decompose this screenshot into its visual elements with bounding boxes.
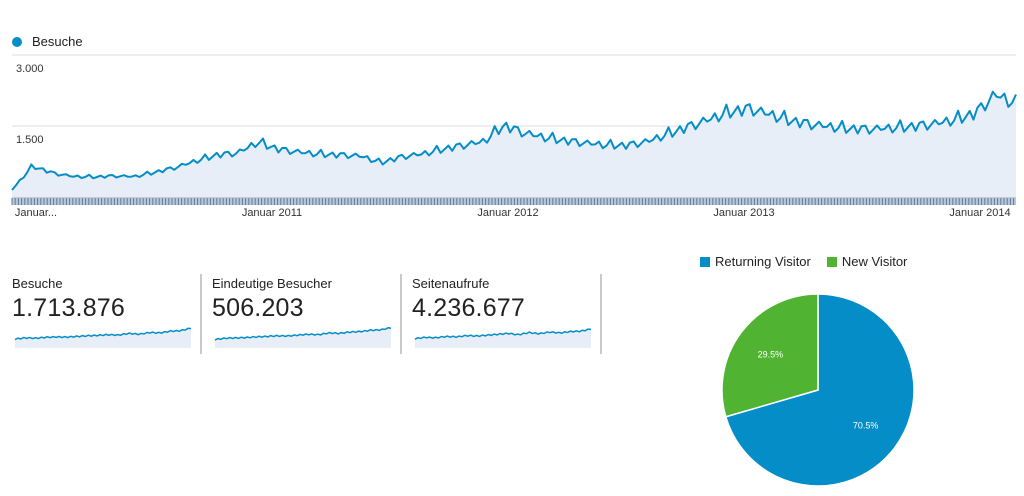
x-tick-label: Januar 2012 [477,207,538,219]
series-dot-icon [12,36,22,47]
metric-card-visits[interactable]: Besuche 1.713.876 [12,272,202,354]
metric-sparkline [14,327,192,348]
legend-swatch-icon [826,256,837,267]
x-tick-label: Januar 2011 [242,207,302,219]
pie-data-label: 70.5% [853,421,879,431]
main-chart-legend[interactable]: Besuche [12,34,83,49]
series-area-fill [12,91,1016,197]
sparkline-line [214,326,392,341]
metric-label: Seitenaufrufe [412,276,490,291]
metric-value: 4.236.677 [412,294,526,322]
sparkline-line [14,327,192,341]
metric-sparkline [214,326,392,348]
pie-legend: Returning Visitor New Visitor [700,254,923,269]
visitor-type-pie-chart[interactable]: 70.5% 29.5% [712,284,924,496]
x-tick-label: Januar 2014 [949,207,1010,219]
y-tick-label: 3.000 [16,63,44,75]
metric-value: 506.203 [212,294,304,322]
legend-item-new[interactable]: New Visitor [826,254,908,269]
pie-data-label: 29.5% [758,349,784,359]
x-tick-label: Januar... [15,207,57,219]
legend-label: New Visitor [841,254,908,269]
metric-card-pageviews[interactable]: Seitenaufrufe 4.236.677 [412,272,602,354]
sparkline-fill [415,329,591,348]
pie-slice-returning [724,293,915,487]
metric-value: 1.713.876 [12,294,126,322]
visits-line-chart[interactable]: 3.000 1.500 Januar... Januar 2011 Januar 201… [0,50,1024,230]
metric-label: Eindeutige Besucher [212,276,332,291]
metric-card-unique-visitors[interactable]: Eindeutige Besucher 506.203 [212,272,402,354]
legend-swatch-icon [700,256,710,267]
legend-label: Returning Visitor [715,254,811,269]
metric-label: Besuche [12,276,63,291]
y-tick-label: 1.500 [16,134,44,146]
sparkline-line [414,328,592,340]
metric-sparkline [414,328,592,348]
legend-item-returning[interactable]: Returning Visitor [700,254,811,269]
sparkline-fill [215,327,391,348]
x-tick-label: Januar 2013 [713,207,774,219]
pie-slice-new [721,293,819,418]
series-line-besuche [11,90,1017,191]
main-legend-label: Besuche [32,34,83,49]
